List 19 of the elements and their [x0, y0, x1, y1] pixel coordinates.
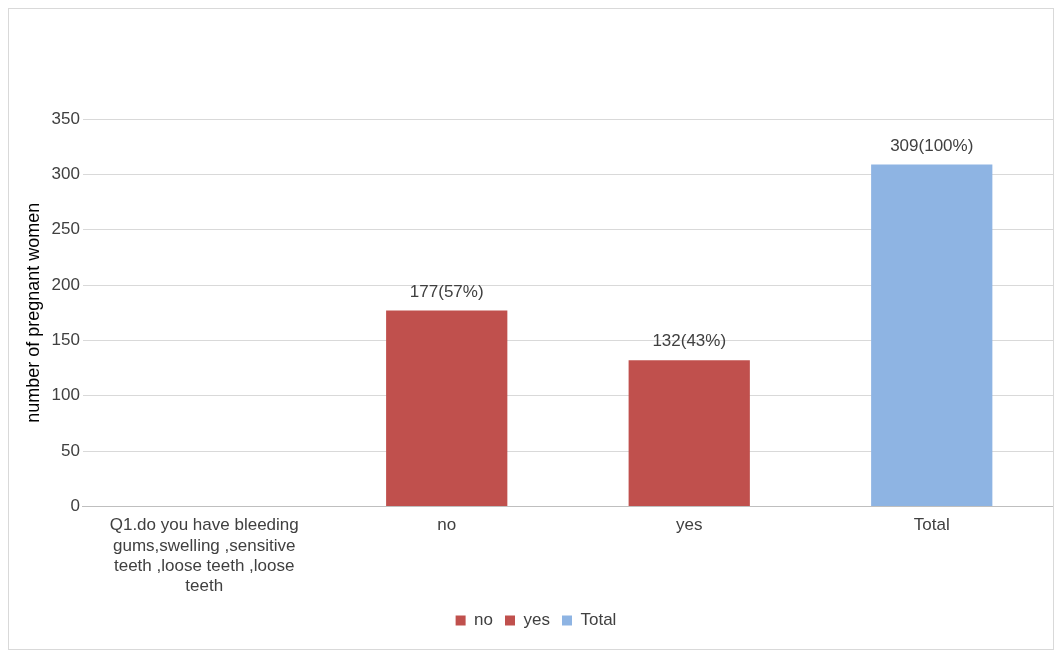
y-tick-label: 150	[51, 330, 80, 350]
legend-label: Total	[580, 610, 617, 630]
data-label: 132(43%)	[652, 331, 727, 351]
y-tick-label: 50	[61, 440, 80, 460]
x-tick-label: no	[437, 515, 457, 535]
y-tick-label: 0	[70, 496, 80, 516]
y-tick-label: 100	[51, 385, 80, 405]
y-tick-label: 200	[51, 274, 80, 294]
data-label: 309(100%)	[890, 135, 974, 155]
data-label: 177(57%)	[409, 281, 484, 301]
x-tick-label: Q1.do you have bleeding gums,swelling ,sensitive teeth ,loose teeth ,loose teeth	[109, 515, 299, 596]
y-tick-label: 350	[51, 108, 80, 128]
y-axis-title: number of pregnant women	[22, 202, 43, 423]
y-tick-label: 300	[51, 164, 80, 184]
legend-label: no	[474, 610, 494, 630]
legend-label: yes	[523, 610, 550, 630]
y-tick-label: 250	[51, 219, 80, 239]
x-tick-label: yes	[676, 515, 703, 535]
x-tick-label: Total	[913, 515, 950, 535]
